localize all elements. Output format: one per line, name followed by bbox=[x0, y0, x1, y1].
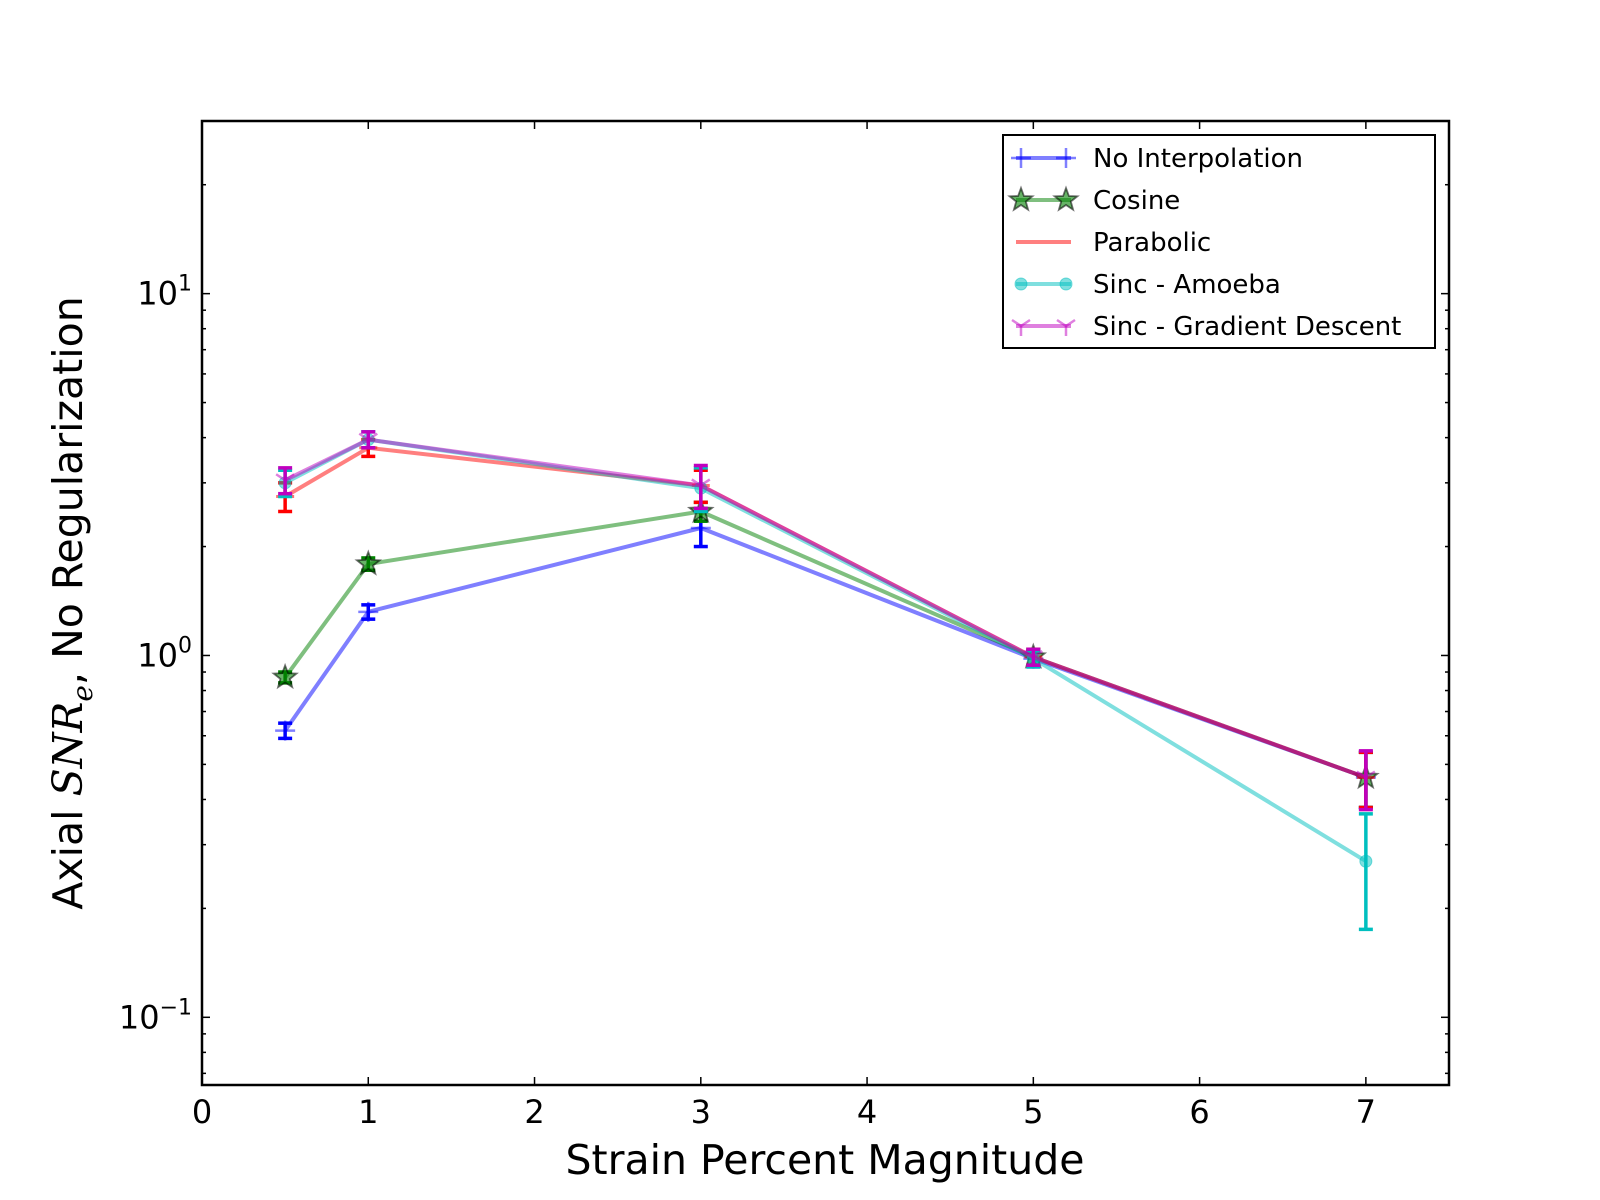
legend-marker bbox=[1059, 277, 1073, 291]
data-point-sinc-amoeba bbox=[1359, 854, 1373, 868]
y-axis-title-math: SNR bbox=[44, 702, 92, 797]
data-point-sinc-gradient-descent bbox=[691, 478, 711, 496]
data-point-sinc-gradient-descent bbox=[1023, 650, 1044, 668]
legend-marker bbox=[1056, 148, 1076, 168]
x-tick-label: 0 bbox=[192, 1093, 212, 1131]
error-bar-sinc-amoeba bbox=[1358, 812, 1373, 932]
y-tick-label: 100 bbox=[137, 633, 192, 674]
x-tick-label: 6 bbox=[1189, 1093, 1209, 1131]
series-cosine bbox=[271, 496, 1380, 810]
series-sinc-amoeba bbox=[278, 430, 1373, 932]
y-axis-title-suffix: , No Regularization bbox=[44, 296, 92, 685]
legend-marker bbox=[1056, 318, 1076, 336]
series-parabolic bbox=[276, 437, 1375, 810]
y-tick-label: 10−1 bbox=[119, 995, 192, 1036]
legend-box bbox=[1002, 134, 1436, 349]
legend: No Interpolation Cosine Parabolic Sinc - Am… bbox=[1002, 134, 1436, 349]
legend-item-no-interpolation: No Interpolation bbox=[1011, 144, 1303, 174]
y-axis-title: Axial SNRe, No Regularization bbox=[44, 296, 99, 909]
legend-marker bbox=[1052, 185, 1080, 212]
legend-marker bbox=[1007, 185, 1035, 212]
y-axis-title-prefix: Axial bbox=[44, 796, 92, 909]
x-tick-label: 3 bbox=[691, 1093, 711, 1131]
x-tick-label: 4 bbox=[857, 1093, 877, 1131]
data-point-no-interpolation bbox=[358, 601, 379, 622]
legend-marker bbox=[1011, 318, 1031, 336]
legend-label: Sinc - Gradient Descent bbox=[1093, 312, 1401, 342]
series-line-sinc-gradient-descent bbox=[284, 437, 1367, 780]
legend-item-sinc-amoeba: Sinc - Amoeba bbox=[1014, 270, 1281, 300]
x-tick-label: 5 bbox=[1023, 1093, 1043, 1131]
series-layer bbox=[271, 430, 1380, 932]
series-no-interpolation bbox=[275, 509, 1376, 810]
x-tick-label: 2 bbox=[524, 1093, 544, 1131]
legend-label: No Interpolation bbox=[1093, 144, 1303, 174]
data-point-sinc-gradient-descent bbox=[275, 473, 295, 491]
x-tick-label: 7 bbox=[1356, 1093, 1376, 1131]
plot-frame bbox=[200, 119, 1451, 1087]
data-point-sinc-gradient-descent bbox=[1356, 770, 1376, 788]
y-tick-label: 101 bbox=[137, 272, 192, 313]
legend-marker bbox=[1011, 148, 1031, 168]
data-point-sinc-gradient-descent bbox=[358, 432, 378, 450]
y-axis-title-sub: e bbox=[66, 685, 99, 702]
legend-label: Sinc - Amoeba bbox=[1093, 270, 1281, 300]
x-tick-label: 1 bbox=[358, 1093, 378, 1131]
legend-label: Parabolic bbox=[1093, 228, 1211, 258]
series-line-parabolic bbox=[284, 445, 1367, 780]
legend-marker bbox=[1014, 277, 1028, 291]
data-point-no-interpolation bbox=[275, 720, 296, 741]
series-line-sinc-amoeba bbox=[284, 437, 1367, 863]
legend-item-cosine: Cosine bbox=[1007, 185, 1180, 216]
legend-item-parabolic: Parabolic bbox=[1016, 228, 1211, 258]
data-point-cosine bbox=[271, 662, 299, 690]
series-sinc-gradient-descent bbox=[275, 430, 1376, 812]
legend-item-sinc-gradient-descent: Sinc - Gradient Descent bbox=[1011, 312, 1401, 342]
x-axis-title: Strain Percent Magnitude bbox=[565, 1136, 1084, 1184]
tick-layer: 0 1 2 3 4 5 6 7 10−1 100 101 bbox=[119, 120, 1449, 1131]
data-point-cosine bbox=[354, 549, 383, 576]
legend-label: Cosine bbox=[1093, 186, 1180, 216]
